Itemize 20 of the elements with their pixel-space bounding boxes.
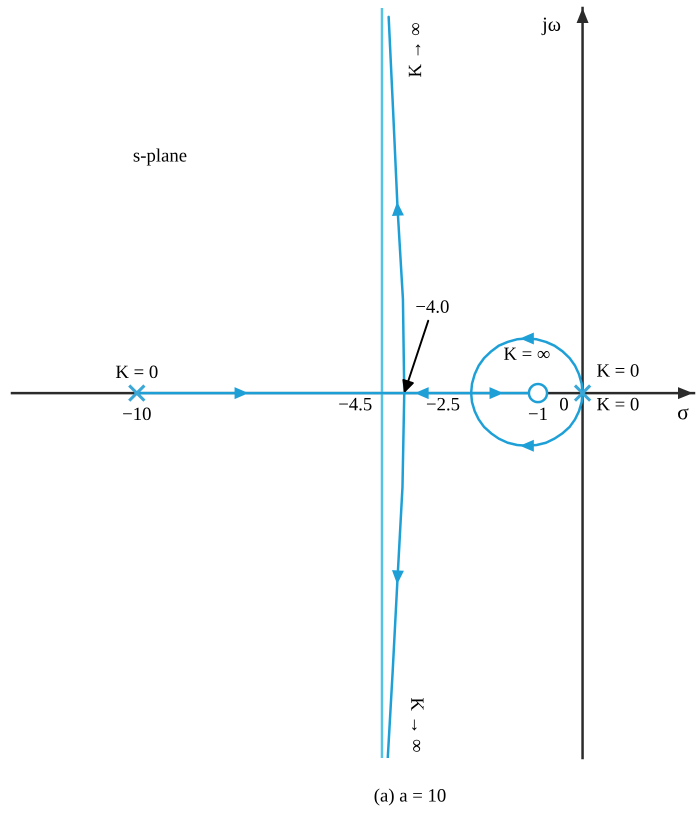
x-tick-label: −1 xyxy=(528,408,547,420)
x-tick-label: −10 xyxy=(123,408,151,420)
annotation: 0 xyxy=(560,398,568,410)
point xyxy=(520,332,534,345)
y-axis-title: jω xyxy=(542,18,560,36)
text: (a) a = 10 xyxy=(374,788,446,806)
point xyxy=(528,382,548,404)
annotation: −2.5 xyxy=(426,398,460,411)
x-axis-title: σ xyxy=(678,408,688,420)
annotation: K = 0 xyxy=(596,364,639,377)
annotation: K = 0 xyxy=(116,366,158,378)
point xyxy=(573,384,592,402)
annotation: −4.5 xyxy=(339,398,372,411)
annotation: K → ∞ xyxy=(411,698,424,752)
annotation: K = 0 xyxy=(596,398,639,410)
point xyxy=(128,384,146,402)
annotation: −4.0 xyxy=(416,300,449,313)
annotation: s-plane xyxy=(134,148,186,166)
annotation: K → ∞ xyxy=(408,23,422,77)
annotation: K = ∞ xyxy=(504,348,550,360)
